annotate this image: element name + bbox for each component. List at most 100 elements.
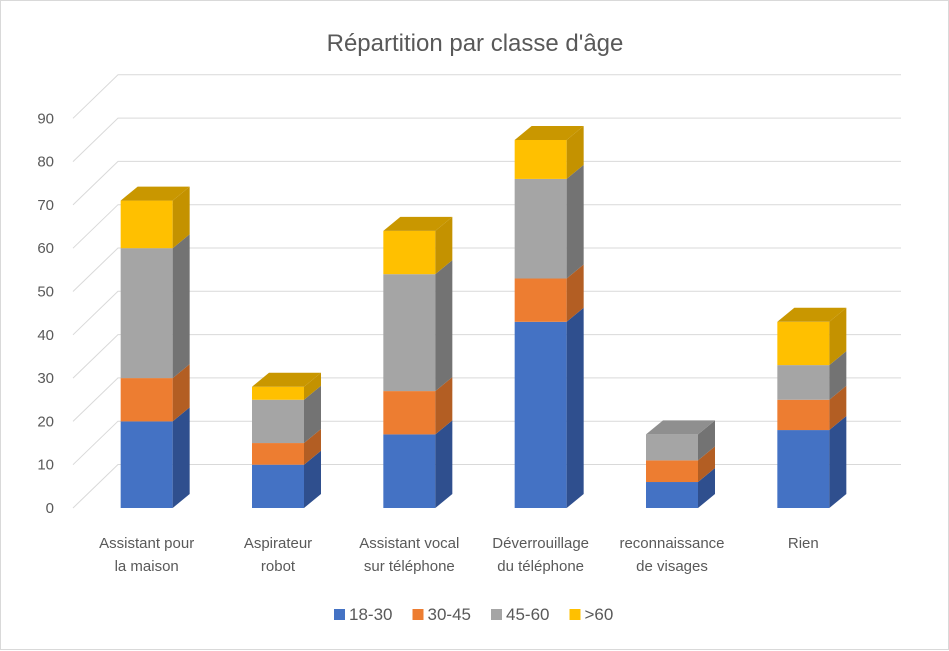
- bar-segment-front: [383, 434, 436, 508]
- bar-segment-side: [829, 385, 847, 431]
- category-label: la maison: [115, 558, 179, 575]
- bar->60-0: [120, 186, 190, 249]
- gridline: [72, 247, 901, 292]
- bar-segment-front: [646, 460, 698, 483]
- category-label: Rien: [788, 535, 819, 552]
- bar-segment-front: [514, 278, 567, 322]
- bar-segment-front: [514, 321, 567, 508]
- bar-segment-side: [698, 446, 715, 483]
- category-label: reconnaissance: [619, 535, 724, 552]
- category-label: Assistant pour: [99, 535, 194, 552]
- bar-top-cap: [383, 216, 453, 231]
- y-tick-label: 0: [46, 500, 54, 517]
- bar-30-45-2: [383, 377, 453, 435]
- bar-segment-side: [304, 372, 321, 400]
- bar-segment-side: [829, 307, 847, 366]
- bar-segment-front: [514, 178, 567, 279]
- chart-title: Répartition par classe d'âge: [327, 30, 624, 57]
- bar-segment-side: [829, 416, 847, 508]
- bar-segment-front: [120, 200, 173, 249]
- category-label: robot: [261, 558, 296, 575]
- bar-top-cap: [777, 307, 847, 322]
- bar->60-1: [252, 372, 321, 400]
- bar-45-60-5: [777, 351, 847, 400]
- bar-30-45-0: [120, 364, 190, 422]
- legend-label: 30-45: [428, 605, 471, 624]
- bar-segment-side: [566, 125, 584, 179]
- gridline: [72, 74, 901, 119]
- category-label: du téléphone: [497, 558, 584, 575]
- bar-segment-side: [566, 164, 584, 279]
- category-label: Aspirateur: [244, 535, 312, 552]
- bar-segment-side: [698, 468, 715, 508]
- bar-segment-front: [646, 434, 698, 461]
- bar-segment-side: [435, 260, 453, 392]
- bar-segment-side: [435, 420, 453, 508]
- bar-segment-front: [252, 464, 304, 508]
- y-tick-label: 10: [37, 457, 54, 474]
- bar-segment-side: [304, 429, 321, 465]
- bar-segment-front: [777, 430, 830, 508]
- bar-segment-front: [383, 230, 436, 275]
- y-tick-label: 60: [37, 240, 54, 257]
- y-tick-label: 30: [37, 370, 54, 387]
- category-label: Assistant vocal: [359, 535, 459, 552]
- bar-top-cap: [514, 125, 584, 140]
- bar->60-3: [514, 125, 584, 179]
- bar-18-30-3: [514, 307, 584, 508]
- bar-segment-front: [120, 421, 173, 508]
- legend-swatch: [569, 609, 581, 620]
- legend-label: 18-30: [349, 605, 392, 624]
- bar-segment-side: [172, 364, 190, 422]
- y-axis-ticks: 0 10 20 30 40 50 60 70 80 90: [37, 110, 54, 517]
- bars: [120, 125, 847, 508]
- legend-label: >60: [585, 605, 614, 624]
- gridline: [72, 334, 901, 379]
- bar-30-45-4: [646, 446, 715, 483]
- bar-segment-side: [304, 385, 321, 444]
- legend-swatch: [491, 609, 502, 620]
- gridline: [72, 290, 901, 336]
- gridline: [72, 160, 901, 206]
- bar-segment-front: [383, 391, 436, 435]
- bar-segment-front: [777, 365, 830, 400]
- bar-30-45-3: [514, 264, 584, 322]
- y-tick-label: 20: [37, 413, 54, 430]
- bar-segment-front: [120, 248, 173, 379]
- bar-segment-side: [172, 407, 190, 508]
- bar-segment-front: [777, 399, 830, 431]
- bar-30-45-5: [777, 385, 847, 431]
- legend-label: 45-60: [506, 605, 549, 624]
- y-tick-label: 80: [37, 154, 54, 171]
- y-tick-label: 50: [37, 284, 54, 301]
- bar-segment-front: [514, 139, 567, 179]
- legend: 18-30 30-45 45-60 >60: [334, 605, 613, 624]
- category-labels: Assistant pour la maison Aspirateur robot As…: [99, 535, 819, 575]
- bar-segment-side: [566, 307, 584, 508]
- bar-segment-side: [172, 186, 190, 249]
- bar-45-60-0: [120, 234, 190, 379]
- gridline: [72, 377, 901, 422]
- bar-18-30-5: [777, 416, 847, 508]
- bar-18-30-2: [383, 420, 453, 508]
- legend-swatch: [334, 609, 345, 620]
- bar-segment-side: [566, 264, 584, 322]
- bar-top-cap: [646, 420, 715, 435]
- bar-segment-side: [304, 450, 321, 508]
- bar-18-30-0: [120, 407, 190, 508]
- bar-segment-front: [252, 443, 304, 465]
- bar-45-60-3: [514, 164, 584, 279]
- y-tick-label: 70: [37, 197, 54, 214]
- bar-segment-front: [383, 274, 436, 392]
- bar-18-30-4: [646, 468, 715, 508]
- gridline: [72, 464, 901, 509]
- bar-45-60-1: [252, 385, 321, 444]
- bar-segment-front: [252, 399, 304, 444]
- bar-segment-front: [646, 482, 698, 508]
- bar-segment-side: [698, 420, 715, 461]
- bar->60-2: [383, 216, 453, 275]
- category-label: de visages: [636, 558, 708, 575]
- bar-segment-front: [777, 321, 830, 366]
